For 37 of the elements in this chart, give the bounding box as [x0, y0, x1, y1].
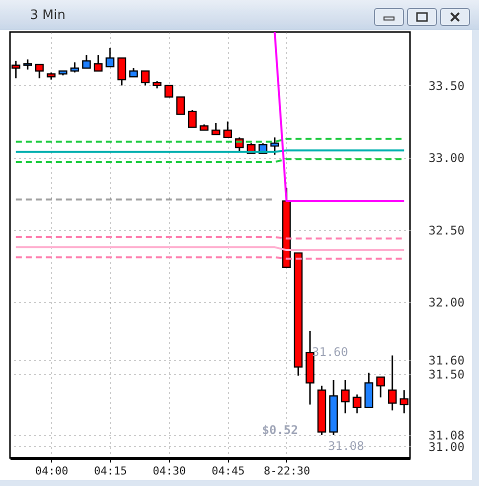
annotation: 31.60	[312, 345, 348, 359]
y-tick-label: 31.60	[428, 353, 465, 368]
y-tick-label: 32.50	[428, 223, 465, 238]
candlestick	[70, 62, 80, 74]
candlestick	[35, 64, 44, 79]
candlestick	[340, 379, 350, 414]
x-tick-label: 04:15	[94, 464, 128, 478]
x-tick-label: 04:00	[35, 464, 68, 478]
y-tick-label: 32.00	[428, 296, 465, 310]
annotation: 31.08	[328, 439, 364, 453]
candlestick	[212, 122, 220, 136]
candlestick	[176, 96, 185, 115]
candlestick	[106, 47, 114, 68]
candlestick	[12, 60, 20, 79]
y-tick-label: 31.50	[428, 368, 465, 382]
y-tick-label: 31.00	[428, 440, 465, 454]
x-tick-label: 04:45	[212, 464, 245, 478]
candlestick	[94, 54, 103, 72]
candlestick	[270, 136, 280, 156]
x-tick-label: 04:30	[152, 464, 186, 478]
x-tick-label: 8-22:30	[264, 464, 310, 478]
candlestick	[23, 58, 32, 70]
candlestick	[188, 109, 197, 128]
candlestick	[352, 394, 362, 414]
candlestick	[82, 54, 91, 69]
candlestick	[117, 57, 126, 86]
candlestick	[164, 84, 174, 98]
y-tick-label: 33.50	[428, 78, 465, 93]
y-tick-label: 31.08	[428, 428, 465, 442]
annotation: $0.52	[262, 423, 298, 437]
candlestick	[140, 70, 150, 86]
candlestick	[376, 376, 385, 398]
candlestick	[388, 354, 397, 412]
candlestick	[223, 120, 232, 138]
y-tick-label: 33.00	[428, 151, 465, 166]
chart-title: 3 Min	[30, 8, 66, 23]
candlestick	[400, 389, 408, 414]
